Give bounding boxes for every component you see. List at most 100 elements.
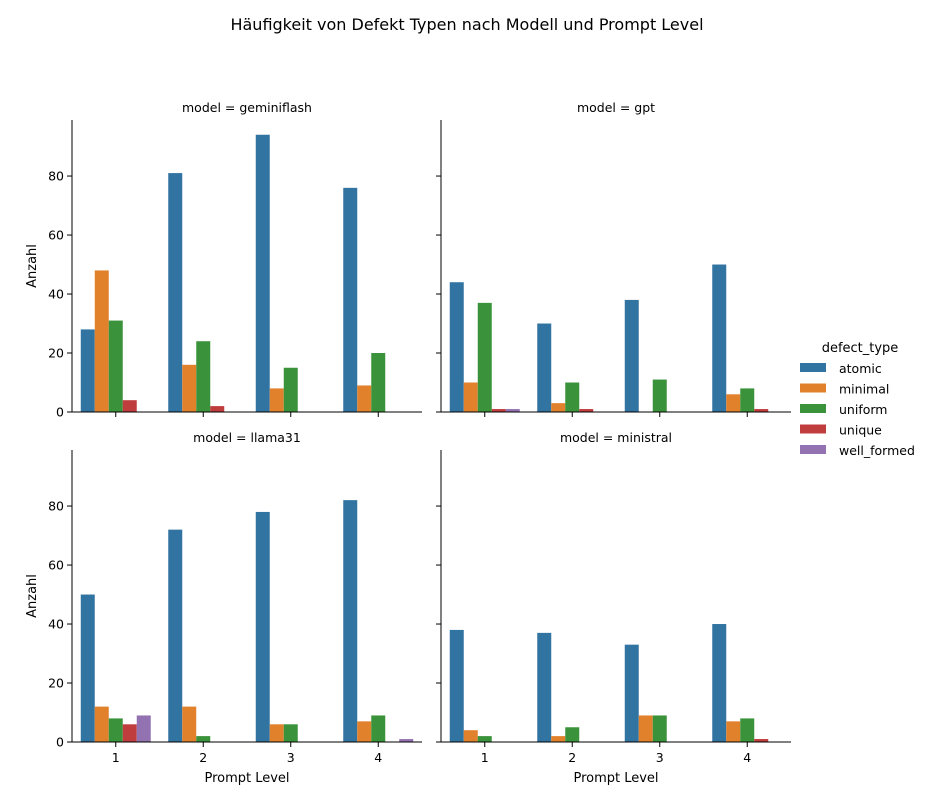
- bar-atomic-1: [80, 594, 95, 742]
- bar-uniform-1: [108, 718, 123, 742]
- bar-uniform-3: [283, 724, 298, 742]
- bar-minimal-2: [551, 403, 566, 412]
- x-tick-label: 2: [568, 750, 576, 765]
- legend-swatch-minimal: [800, 383, 826, 393]
- bar-atomic-2: [537, 632, 552, 742]
- bar-minimal-3: [269, 388, 284, 412]
- x-tick-label: 4: [743, 750, 751, 765]
- panel-title: model = ministral: [560, 430, 672, 445]
- x-axis-label: Prompt Level: [573, 771, 658, 786]
- bar-unique-2: [210, 406, 225, 412]
- panel-2: model = gpt: [436, 100, 791, 417]
- bar-unique-2: [579, 409, 594, 412]
- x-axis-label: Prompt Level: [204, 771, 289, 786]
- bar-uniform-3: [283, 367, 298, 412]
- legend-label-well_formed: well_formed: [839, 443, 915, 458]
- bar-uniform-1: [477, 302, 492, 412]
- bar-atomic-2: [168, 529, 183, 742]
- bar-minimal-1: [94, 270, 109, 412]
- bar-unique-4: [754, 739, 769, 742]
- bar-unique-1: [122, 724, 137, 742]
- bar-atomic-3: [624, 299, 639, 412]
- y-axis-label: Anzahl: [25, 574, 40, 618]
- legend-swatch-well_formed: [800, 445, 826, 454]
- bar-minimal-2: [551, 736, 566, 742]
- bar-atomic-4: [712, 624, 727, 742]
- bar-uniform-3: [652, 715, 667, 742]
- bar-well_formed-1: [136, 715, 151, 742]
- bar-uniform-2: [196, 736, 211, 742]
- bar-minimal-1: [463, 382, 478, 412]
- x-tick-label: 1: [481, 750, 489, 765]
- bar-unique-1: [122, 400, 137, 412]
- bar-well_formed-1: [505, 409, 520, 412]
- panel-title: model = geminiflash: [182, 100, 312, 115]
- bar-minimal-2: [182, 706, 197, 742]
- bar-minimal-1: [94, 706, 109, 742]
- bar-minimal-2: [182, 364, 197, 412]
- x-tick-label: 3: [287, 750, 295, 765]
- legend-swatch-uniform: [800, 404, 826, 413]
- panel-3: model = llama31 0 20 40 60 80 1 2 3 4 Anzahl Prompt…: [25, 430, 422, 786]
- bar-uniform-2: [565, 382, 580, 412]
- legend-label-atomic: atomic: [839, 361, 882, 376]
- y-tick-label: 80: [48, 499, 64, 514]
- bar-well_formed-4: [399, 739, 414, 742]
- legend-swatch-atomic: [800, 363, 826, 372]
- bar-uniform-1: [108, 320, 123, 412]
- x-tick-label: 3: [656, 750, 664, 765]
- panel-title: model = llama31: [193, 430, 301, 445]
- legend-label-minimal: minimal: [839, 382, 889, 397]
- bar-atomic-3: [624, 644, 639, 742]
- bar-minimal-3: [638, 715, 653, 742]
- y-tick-label: 0: [56, 735, 64, 750]
- bar-minimal-4: [726, 394, 741, 412]
- y-tick-label: 80: [48, 169, 64, 184]
- bar-uniform-2: [565, 727, 580, 742]
- bar-minimal-4: [357, 721, 372, 742]
- bar-atomic-1: [449, 282, 464, 412]
- bar-atomic-3: [255, 134, 270, 412]
- bar-uniform-4: [740, 388, 755, 412]
- bar-uniform-3: [652, 379, 667, 412]
- bar-uniform-4: [740, 718, 755, 742]
- bar-atomic-4: [712, 264, 727, 412]
- y-tick-label: 20: [48, 346, 64, 361]
- y-tick-label: 20: [48, 676, 64, 691]
- bar-minimal-4: [357, 385, 372, 412]
- panel-1: model = geminiflash 0 20 40 60 80 Anzahl: [25, 100, 422, 420]
- legend-title: defect_type: [822, 341, 899, 356]
- y-tick-label: 60: [48, 228, 64, 243]
- facet-grid: model = geminiflash020406080Anzahlmodel …: [25, 100, 791, 786]
- bar-atomic-1: [449, 629, 464, 742]
- bar-atomic-1: [80, 329, 95, 412]
- legend-label-uniform: uniform: [839, 402, 887, 417]
- panel-title: model = gpt: [577, 100, 655, 115]
- bar-atomic-2: [537, 323, 552, 412]
- bar-uniform-4: [371, 353, 386, 412]
- y-tick-label: 0: [56, 405, 64, 420]
- bar-atomic-3: [255, 511, 270, 742]
- bar-atomic-4: [343, 500, 358, 742]
- bar-unique-1: [491, 409, 506, 412]
- bar-uniform-4: [371, 715, 386, 742]
- y-tick-label: 40: [48, 617, 64, 632]
- bar-unique-4: [754, 409, 769, 412]
- y-axis-label: Anzahl: [25, 244, 40, 288]
- bar-uniform-2: [196, 341, 211, 412]
- bar-uniform-1: [477, 736, 492, 742]
- y-tick-label: 60: [48, 558, 64, 573]
- bar-minimal-4: [726, 721, 741, 742]
- bar-atomic-2: [168, 173, 183, 412]
- chart-title: Häufigkeit von Defekt Typen nach Modell …: [230, 15, 703, 34]
- legend-swatch-unique: [800, 424, 826, 434]
- legend-label-unique: unique: [839, 423, 882, 438]
- bar-minimal-1: [463, 730, 478, 742]
- x-tick-label: 2: [199, 750, 207, 765]
- y-tick-label: 40: [48, 287, 64, 302]
- x-tick-label: 1: [112, 750, 120, 765]
- bar-minimal-3: [269, 724, 284, 742]
- x-tick-label: 4: [374, 750, 382, 765]
